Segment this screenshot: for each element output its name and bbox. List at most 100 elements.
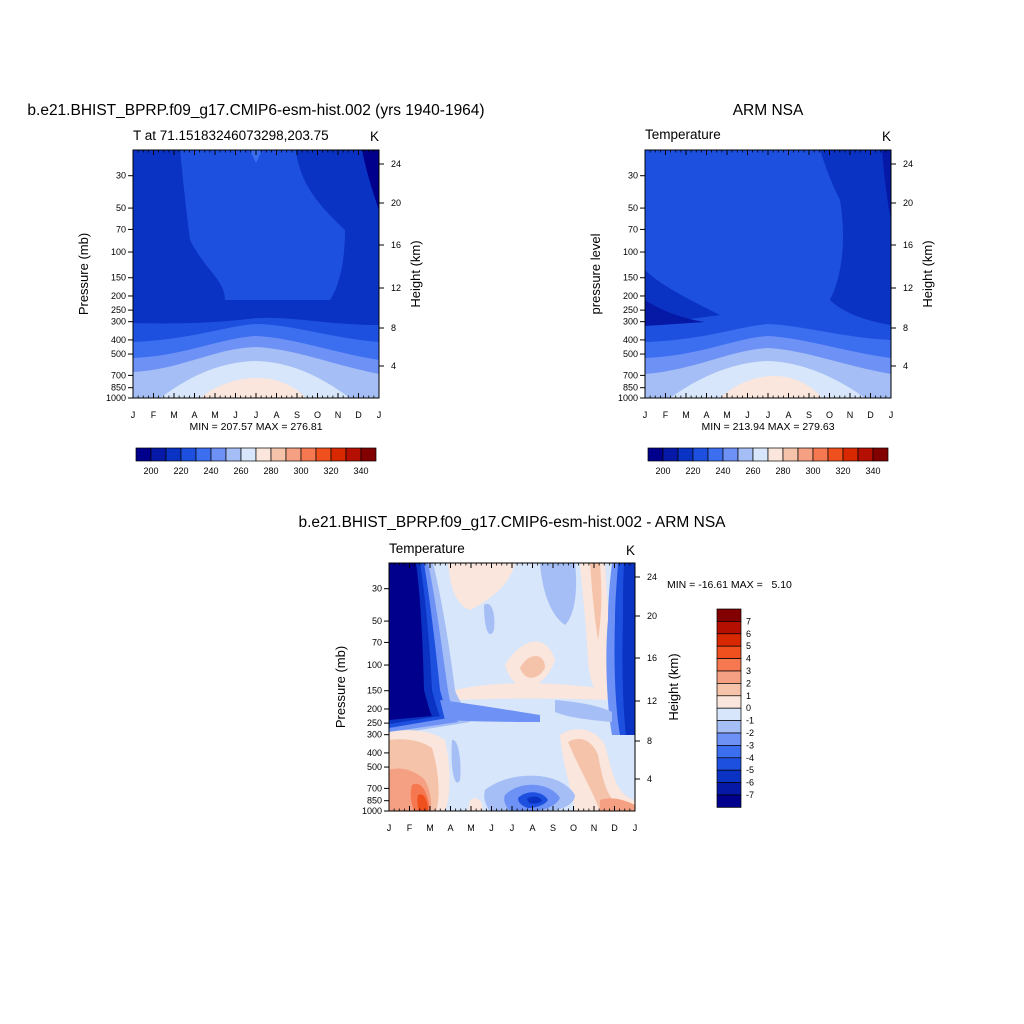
- y-right-tick-label: 24: [647, 572, 657, 582]
- panel-obs-ylabel: pressure level: [588, 233, 603, 314]
- y-tick-label: 700: [111, 370, 126, 380]
- colorbar-label: 320: [835, 466, 850, 476]
- panel-model-ticks: J F M A M J J A S O N D J 30 50 70 100 150 200 250 300 400 500…: [106, 150, 401, 420]
- panel-diff-left-label: Temperature: [389, 541, 465, 556]
- panel-obs: ARM NSA Temperature K J F M A M J J A S O N D J 30 50 7…: [588, 102, 935, 476]
- y-tick-label: 850: [111, 383, 126, 393]
- x-tick-label: F: [151, 410, 157, 420]
- x-tick-label: F: [407, 823, 413, 833]
- colorbar-swatch: [240, 447, 257, 462]
- panel-obs-colorbar: 200 220 240 260 280 300 320 340: [647, 447, 889, 476]
- colorbar-swatch: [180, 447, 197, 462]
- panel-diff-units: K: [626, 543, 635, 558]
- colorbar-swatch: [872, 447, 889, 462]
- y-tick-label: 850: [623, 383, 638, 393]
- x-tick-label: O: [826, 410, 833, 420]
- x-tick-label: A: [529, 823, 535, 833]
- x-tick-label: A: [191, 410, 197, 420]
- y-right-tick-label: 4: [647, 774, 652, 784]
- x-tick-label: N: [335, 410, 342, 420]
- panel-model-ylabel-right: Height (km): [408, 240, 423, 307]
- y-tick-label: 1000: [106, 393, 126, 403]
- colorbar-swatch: [210, 447, 227, 462]
- colorbar-label: 260: [745, 466, 760, 476]
- y-tick-label: 200: [367, 704, 382, 714]
- y-tick-label: 200: [623, 291, 638, 301]
- panel-model-units: K: [370, 129, 379, 144]
- y-right-tick-label: 4: [903, 361, 908, 371]
- y-tick-label: 700: [367, 783, 382, 793]
- colorbar-swatch: [812, 447, 829, 462]
- panel-obs-ticks: J F M A M J J A S O N D J 30 50 70 100 150 200 250 300 400 500…: [618, 150, 913, 420]
- y-right-tick-label: 4: [391, 361, 396, 371]
- colorbar-swatch: [857, 447, 874, 462]
- x-tick-label: O: [314, 410, 321, 420]
- colorbar-swatch: [716, 782, 742, 796]
- colorbar-swatch: [827, 447, 844, 462]
- colorbar-swatch: [716, 658, 742, 672]
- colorbar-label: 280: [263, 466, 278, 476]
- x-tick-label: M: [723, 410, 731, 420]
- colorbar-swatch: [150, 447, 167, 462]
- y-right-tick-label: 8: [647, 736, 652, 746]
- y-tick-label: 30: [372, 584, 382, 594]
- colorbar-label: 300: [293, 466, 308, 476]
- y-tick-label: 250: [111, 305, 126, 315]
- y-tick-label: 70: [372, 637, 382, 647]
- colorbar-label: 240: [715, 466, 730, 476]
- y-right-tick-label: 16: [391, 240, 401, 250]
- y-tick-label: 150: [623, 273, 638, 283]
- colorbar-swatch: [662, 447, 679, 462]
- colorbar-swatch: [195, 447, 212, 462]
- colorbar-label: 340: [353, 466, 368, 476]
- y-tick-label: 400: [367, 748, 382, 758]
- y-tick-label: 100: [623, 247, 638, 257]
- colorbar-label: 3: [746, 666, 751, 676]
- x-tick-label: M: [682, 410, 690, 420]
- y-right-tick-label: 20: [903, 198, 913, 208]
- y-tick-label: 400: [111, 335, 126, 345]
- panel-diff-contours: [389, 563, 635, 811]
- colorbar-label: 4: [746, 654, 751, 664]
- panel-obs-ylabel-right: Height (km): [920, 240, 935, 307]
- colorbar-swatch: [716, 720, 742, 734]
- y-right-tick-label: 12: [903, 283, 913, 293]
- colorbar-label: -4: [746, 753, 754, 763]
- panel-model-colorbar: 200 220 240 260 280 300 320 340: [135, 447, 377, 476]
- x-tick-label: S: [550, 823, 556, 833]
- x-tick-label: S: [806, 410, 812, 420]
- y-right-tick-label: 24: [391, 159, 401, 169]
- y-right-tick-label: 24: [903, 159, 913, 169]
- colorbar-swatch: [722, 447, 739, 462]
- panel-diff-ticks: J F M A M J J A S O N D J 30 50 70 100 150 200 250 300 400 500…: [362, 563, 657, 833]
- colorbar-swatch: [270, 447, 287, 462]
- y-tick-label: 100: [367, 660, 382, 670]
- x-tick-label: O: [570, 823, 577, 833]
- colorbar-label: 340: [865, 466, 880, 476]
- colorbar-swatch: [285, 447, 302, 462]
- panel-model-left-label: T at 71.15183246073298,203.75: [133, 128, 329, 143]
- panel-obs-units: K: [882, 129, 891, 144]
- y-tick-label: 150: [367, 686, 382, 696]
- colorbar-label: 200: [143, 466, 158, 476]
- y-tick-label: 700: [623, 370, 638, 380]
- colorbar-label: 300: [805, 466, 820, 476]
- y-tick-label: 200: [111, 291, 126, 301]
- colorbar-swatch: [767, 447, 784, 462]
- colorbar-swatch: [716, 794, 742, 808]
- x-tick-label: M: [170, 410, 178, 420]
- colorbar-swatch: [692, 447, 709, 462]
- x-tick-label: J: [387, 823, 392, 833]
- panel-model-minmax: MIN = 207.57 MAX = 276.81: [189, 421, 322, 433]
- panel-obs-title: ARM NSA: [733, 102, 804, 119]
- x-tick-label: A: [273, 410, 279, 420]
- x-tick-label: J: [233, 410, 238, 420]
- y-tick-label: 70: [116, 224, 126, 234]
- colorbar-swatch: [716, 633, 742, 647]
- panel-model-title: b.e21.BHIST_BPRP.f09_g17.CMIP6-esm-hist.…: [27, 102, 484, 119]
- y-tick-label: 1000: [362, 806, 382, 816]
- y-tick-label: 400: [623, 335, 638, 345]
- colorbar-swatch: [677, 447, 694, 462]
- x-tick-label: N: [591, 823, 598, 833]
- x-tick-label: M: [211, 410, 219, 420]
